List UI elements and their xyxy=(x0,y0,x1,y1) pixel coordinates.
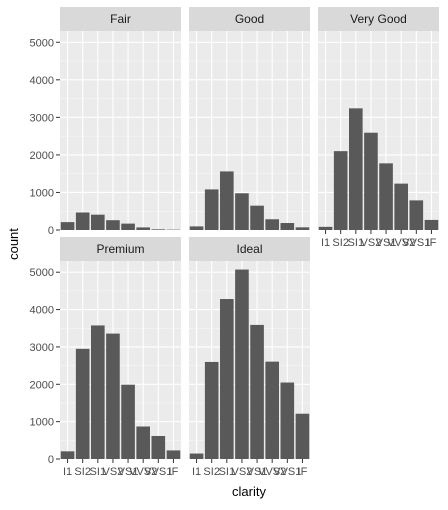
y-tick-label: 5000 xyxy=(30,267,54,279)
bar xyxy=(394,184,408,230)
bar xyxy=(136,426,150,459)
x-tick-label: I1 xyxy=(321,237,330,249)
y-tick-label: 3000 xyxy=(30,342,54,354)
y-tick-label: 1000 xyxy=(30,417,54,429)
y-tick-label: 2000 xyxy=(30,150,54,162)
bar xyxy=(296,414,310,459)
bar xyxy=(91,325,105,459)
y-axis-title: count xyxy=(6,228,21,260)
bar xyxy=(76,213,90,230)
bar xyxy=(281,383,295,459)
y-tick-label: 3000 xyxy=(30,112,54,124)
y-tick-label: 0 xyxy=(48,454,54,466)
bar xyxy=(190,226,204,230)
bar xyxy=(235,193,249,230)
bar xyxy=(235,270,249,459)
facet-strip-label: Very Good xyxy=(350,12,407,26)
bar xyxy=(220,171,234,230)
bar xyxy=(152,436,166,459)
facet-strip-label: Premium xyxy=(96,242,144,256)
bar xyxy=(121,385,135,459)
y-tick-label: 2000 xyxy=(30,379,54,391)
bar xyxy=(410,200,424,230)
bar xyxy=(152,229,166,230)
bar xyxy=(265,219,279,230)
y-tick-label: 4000 xyxy=(30,75,54,87)
y-tick-label: 4000 xyxy=(30,305,54,317)
bar xyxy=(379,163,393,230)
bar xyxy=(61,222,75,230)
bar xyxy=(61,451,75,459)
bar xyxy=(220,299,234,459)
x-tick-label: I1 xyxy=(63,466,72,478)
bar xyxy=(250,206,264,230)
facet-strip-label: Fair xyxy=(110,12,131,26)
facet-strip-label: Ideal xyxy=(236,242,262,256)
x-tick-label: IF xyxy=(169,466,179,478)
bar xyxy=(106,220,120,230)
bar xyxy=(76,349,90,459)
bar xyxy=(296,227,310,230)
y-tick-label: 5000 xyxy=(30,37,54,49)
bar xyxy=(425,220,439,230)
bar xyxy=(91,215,105,230)
bar xyxy=(334,151,348,230)
bar xyxy=(121,224,135,230)
bar xyxy=(190,454,204,459)
y-tick-label: 0 xyxy=(48,225,54,237)
bar xyxy=(250,325,264,459)
x-tick-label: I1 xyxy=(192,466,201,478)
x-tick-label: SI2 xyxy=(332,237,349,249)
x-tick-label: SI2 xyxy=(203,466,220,478)
bar xyxy=(281,223,295,230)
facet-strip-label: Good xyxy=(235,12,264,26)
bar xyxy=(364,133,378,230)
y-tick-label: 1000 xyxy=(30,187,54,199)
bar xyxy=(106,334,120,459)
x-axis-title: clarity xyxy=(232,484,266,499)
bar xyxy=(205,189,219,230)
bar xyxy=(205,362,219,459)
bar xyxy=(349,108,363,230)
x-tick-label: IF xyxy=(298,466,308,478)
x-tick-label: SI2 xyxy=(74,466,91,478)
bar xyxy=(319,227,333,230)
bar xyxy=(167,450,181,459)
bar xyxy=(265,362,279,459)
bar xyxy=(136,227,150,230)
x-tick-label: IF xyxy=(427,237,437,249)
